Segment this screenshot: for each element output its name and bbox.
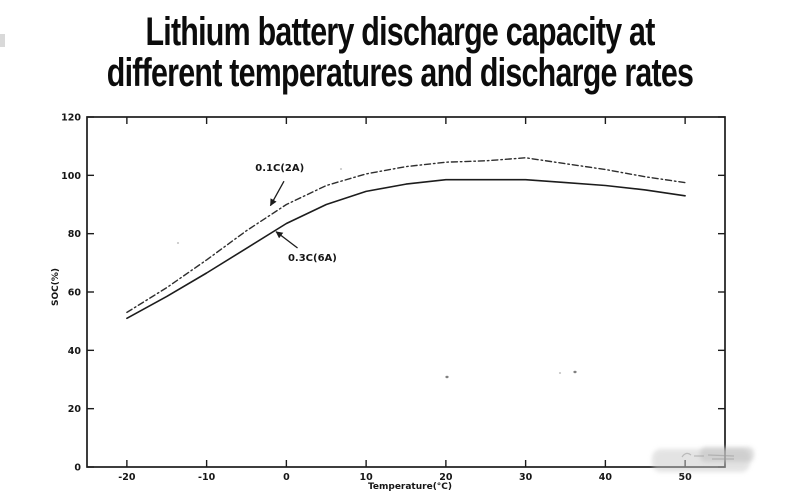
x-tick-label: -20 <box>118 472 136 483</box>
x-tick-label: 20 <box>439 472 453 483</box>
scan-speck <box>339 168 343 170</box>
chart-title: Lithium battery discharge capacity at di… <box>0 12 800 94</box>
annotation-arrow <box>269 180 285 207</box>
x-tick-label: 30 <box>519 472 533 483</box>
x-tick-label: 0 <box>283 472 290 483</box>
y-tick-label: 60 <box>68 288 82 299</box>
y-tick-label: 100 <box>61 171 81 182</box>
scan-speck <box>445 375 449 379</box>
watermark-smudge <box>652 447 754 472</box>
annotation-label: 0.3C(6A) <box>288 253 337 264</box>
scan-speck <box>558 372 562 374</box>
watermark-blob <box>700 447 754 462</box>
chart-title-line-1: Lithium battery discharge capacity at <box>145 10 655 54</box>
annotation-1: 0.3C(6A) <box>275 231 337 264</box>
y-tick-labels: 0 20 40 60 80 100 120 <box>61 113 81 474</box>
y-tick-label: 120 <box>61 113 81 124</box>
series-0-1c-2a--line <box>126 157 686 314</box>
y-tick-label: 40 <box>68 346 82 357</box>
plot-box <box>86 116 726 468</box>
series-0-3c-6a--line <box>126 178 686 320</box>
scan-edge-mark <box>0 34 5 47</box>
x-tick-label: 10 <box>360 472 374 483</box>
y-tick-label: 0 <box>74 463 81 474</box>
annotation-label: 0.1C(2A) <box>255 163 304 174</box>
y-axis-label: SOC(%) <box>51 268 61 306</box>
x-axis-label: Temperature(°C) <box>368 482 452 492</box>
scan-speck <box>176 242 180 244</box>
x-tick-label: 40 <box>599 472 613 483</box>
scan-speck <box>573 370 577 374</box>
series-lines <box>126 157 686 320</box>
y-tick-label: 20 <box>68 404 82 415</box>
annotation-arrow <box>275 231 298 249</box>
annotation-0: 0.1C(2A) <box>255 163 304 207</box>
axis-ticks <box>87 116 725 468</box>
y-tick-label: 80 <box>68 229 82 240</box>
x-tick-label: 50 <box>679 472 693 483</box>
x-tick-label: -10 <box>198 472 216 483</box>
x-tick-labels: -20 -10 0 10 20 30 40 50 <box>118 472 692 483</box>
chart-title-line-2: different temperatures and discharge rat… <box>106 51 694 95</box>
scan-specks <box>176 168 577 379</box>
watermark-scribble <box>681 452 735 460</box>
